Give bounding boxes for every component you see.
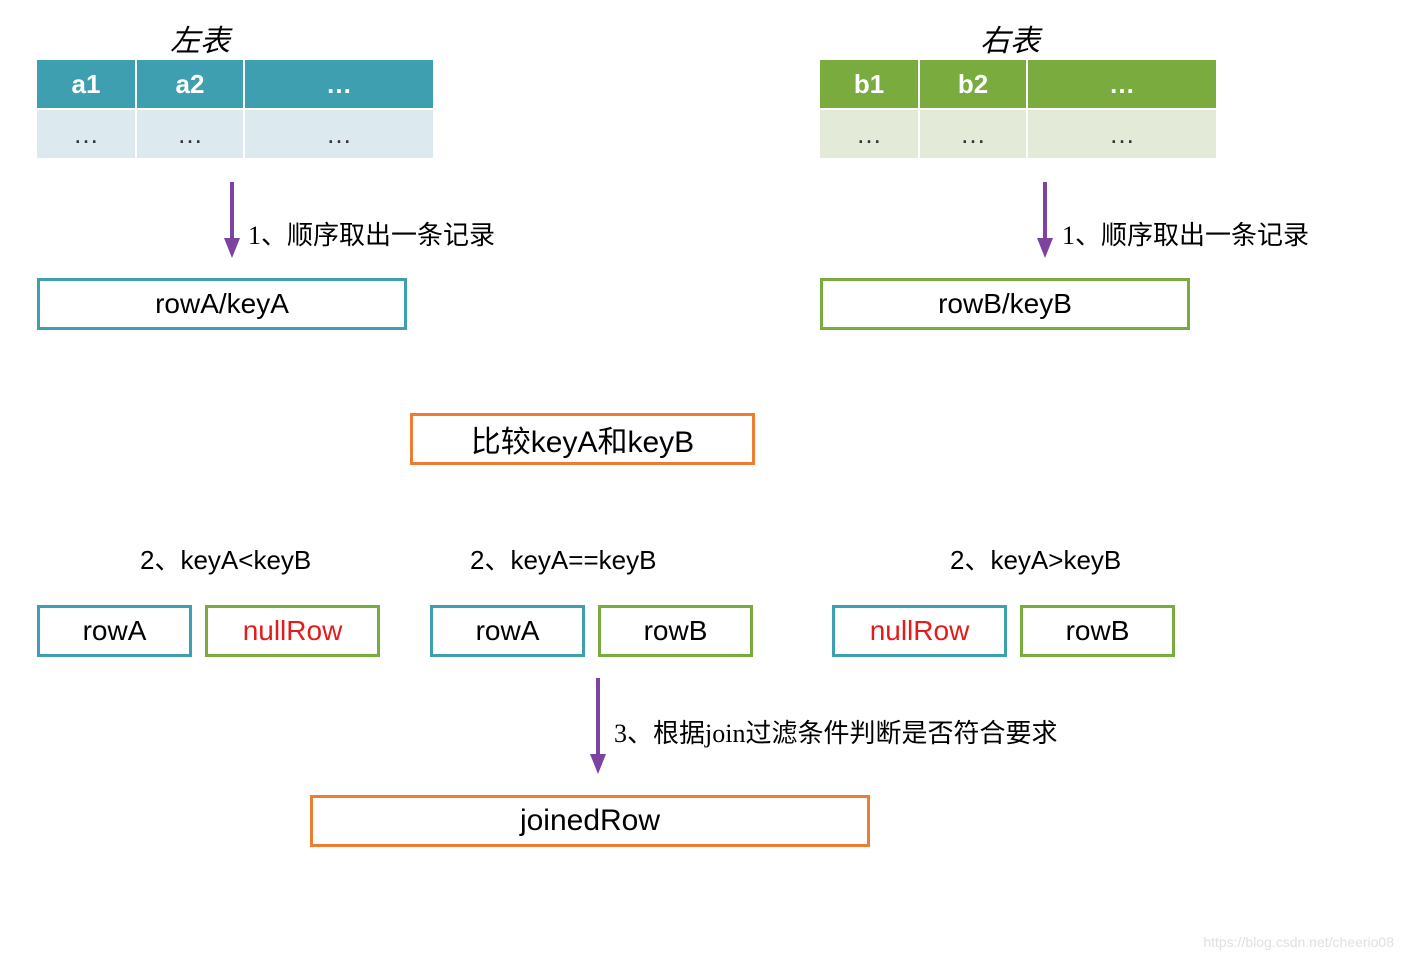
gt-rowb-box: rowB <box>1020 605 1175 657</box>
joinedrow-box: joinedRow <box>310 795 870 847</box>
cell: … <box>137 110 245 160</box>
col-b1: b1 <box>820 60 920 110</box>
table-row: … … … <box>820 110 1218 160</box>
cell: … <box>37 110 137 160</box>
right-table: b1 b2 … … … … <box>820 60 1218 160</box>
case-eq-label: 2、keyA==keyB <box>470 540 656 577</box>
case-gt-label: 2、keyA>keyB <box>950 540 1121 577</box>
table-row: b1 b2 … <box>820 60 1218 110</box>
right-table-title: 右表 <box>980 16 1040 60</box>
col-b2: b2 <box>920 60 1028 110</box>
lt-nullrow-box: nullRow <box>205 605 380 657</box>
watermark: https://blog.csdn.net/cheerio08 <box>1203 934 1394 950</box>
rowa-keya-box: rowA/keyA <box>37 278 407 330</box>
eq-rowb-box: rowB <box>598 605 753 657</box>
rowb-keyb-box: rowB/keyB <box>820 278 1190 330</box>
table-row: … … … <box>37 110 435 160</box>
cell: … <box>1028 110 1218 160</box>
gt-nullrow-box: nullRow <box>832 605 1007 657</box>
step3-label: 3、根据join过滤条件判断是否符合要求 <box>614 713 1057 750</box>
left-table-title: 左表 <box>170 16 230 60</box>
eq-rowa-box: rowA <box>430 605 585 657</box>
case-lt-label: 2、keyA<keyB <box>140 540 311 577</box>
lt-rowa-box: rowA <box>37 605 192 657</box>
col-a1: a1 <box>37 60 137 110</box>
arrow-down-icon <box>222 182 242 258</box>
table-row: a1 a2 … <box>37 60 435 110</box>
step1-left-label: 1、顺序取出一条记录 <box>248 215 495 252</box>
left-table: a1 a2 … … … … <box>37 60 435 160</box>
arrow-down-icon <box>1035 182 1055 258</box>
cell: … <box>820 110 920 160</box>
cell: … <box>245 110 435 160</box>
arrow-down-icon <box>588 678 608 774</box>
step1-right-label: 1、顺序取出一条记录 <box>1062 215 1309 252</box>
cell: … <box>920 110 1028 160</box>
compare-box: 比较keyA和keyB <box>410 413 755 465</box>
col-more: … <box>245 60 435 110</box>
col-a2: a2 <box>137 60 245 110</box>
col-more: … <box>1028 60 1218 110</box>
